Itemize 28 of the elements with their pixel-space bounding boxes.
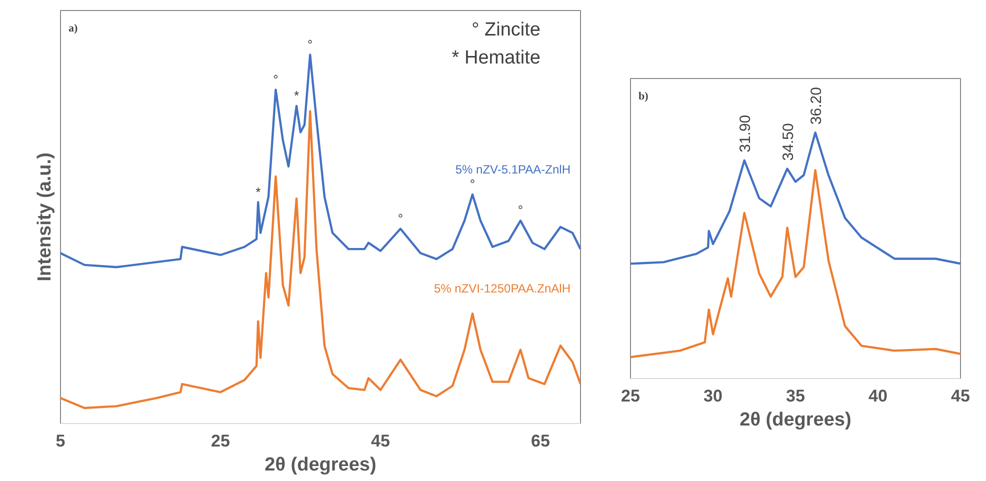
annotation: *	[256, 184, 261, 200]
annotation: °	[308, 36, 313, 52]
x-tick-label: 45	[371, 432, 390, 450]
y-axis-title: Intensity (a.u.)	[34, 152, 56, 282]
annotation: 36.20	[808, 87, 825, 125]
x-tick-label: 35	[786, 386, 805, 406]
annotation: *	[294, 88, 300, 104]
text: a)	[68, 22, 78, 34]
x-tick-label: 30	[704, 386, 722, 406]
annotation: 31.90	[736, 114, 754, 152]
annotation: °	[398, 210, 404, 226]
text: 5% nZVI-1250PAA.ZnAlH	[434, 282, 571, 296]
x-axis-title: 2θ (degrees)	[740, 410, 852, 430]
x-tick-label: 25	[621, 386, 640, 406]
text: 5% nZV-5.1PAA-ZnlH	[455, 162, 570, 177]
x-tick-label: 5	[56, 432, 66, 450]
annotation: °	[470, 176, 476, 192]
x-tick-label: 45	[951, 386, 970, 406]
x-tick-label: 65	[531, 432, 550, 450]
text: b)	[638, 90, 649, 102]
annotation: 34.50	[780, 123, 797, 161]
x-tick-label: 40	[868, 386, 888, 406]
annotation: °	[273, 72, 278, 87]
annotation: * Hematite	[452, 48, 540, 68]
annotation: °	[518, 202, 524, 218]
x-axis-title: 2θ (degrees)	[264, 454, 376, 476]
text: ° Zincite	[472, 20, 541, 40]
x-tick-label: 25	[211, 432, 230, 450]
